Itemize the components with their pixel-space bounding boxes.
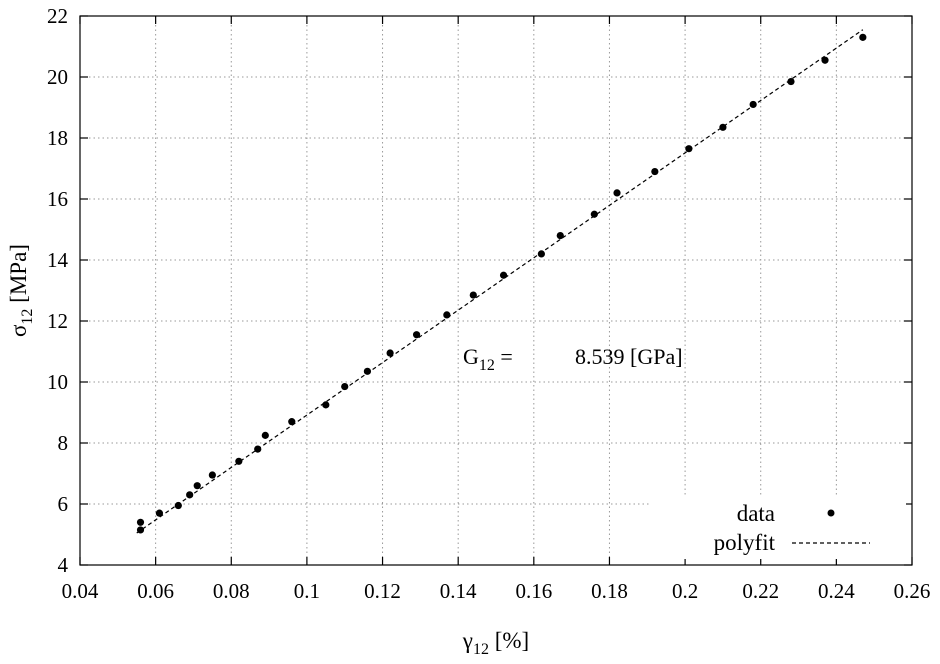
y-tick-label: 10: [47, 370, 68, 394]
y-tick-label: 22: [47, 4, 68, 28]
x-tick-label: 0.12: [364, 579, 401, 603]
data-point: [787, 77, 795, 86]
annotation-subscript: 12: [479, 357, 495, 374]
legend-background: [650, 497, 906, 559]
x-tick-label: 0.06: [137, 579, 174, 603]
legend-marker-data: [827, 509, 835, 517]
data-point: [386, 349, 394, 357]
data-point: [499, 271, 508, 279]
data-point: [155, 509, 164, 517]
annotation-symbol: G: [463, 344, 479, 369]
data-point: [174, 501, 182, 510]
y-tick-label: 16: [47, 187, 68, 211]
data-point: [537, 250, 545, 258]
x-axis-subscript: 12: [473, 641, 489, 658]
y-axis-subscript: 12: [19, 309, 36, 325]
x-tick-label: 0.08: [213, 579, 250, 603]
data-point: [556, 232, 564, 240]
data-point: [613, 189, 621, 197]
x-tick-label: 0.16: [515, 579, 552, 603]
data-point: [443, 311, 451, 319]
x-tick-label: 0.1: [294, 579, 320, 603]
ticks: 0.04 0.06 0.08 0.1 0.12 0.14 0.16 0.18 0.2 0.22 0.…: [47, 4, 930, 603]
y-axis-unit: [MPa]: [6, 244, 31, 309]
data-point: [136, 526, 145, 534]
data-point: [590, 210, 598, 218]
data-point: [288, 418, 296, 426]
legend: data polyfit: [650, 497, 906, 559]
y-tick-label: 6: [58, 492, 69, 516]
x-tick-label: 0.26: [894, 579, 931, 603]
data-point: [821, 56, 829, 64]
data-point: [859, 33, 867, 41]
data-point: [254, 445, 262, 453]
x-axis-label: γ12 [%]: [462, 628, 529, 658]
data-point: [469, 291, 477, 299]
data-point: [719, 123, 727, 131]
legend-label-polyfit: polyfit: [714, 530, 776, 555]
data-point: [186, 491, 194, 499]
data-point: [235, 457, 243, 465]
y-tick-label: 14: [47, 248, 69, 272]
data-point: [341, 382, 349, 391]
plot-frame: [79, 15, 913, 566]
annotation-value: 8.539 [GPa]: [575, 344, 683, 369]
data-point: [363, 367, 372, 375]
data-point: [685, 145, 693, 153]
x-tick-label: 0.18: [591, 579, 628, 603]
data-point: [412, 331, 421, 339]
legend-label-data: data: [737, 501, 775, 526]
y-tick-label: 20: [47, 65, 68, 89]
x-axis-unit: [%]: [489, 628, 529, 653]
y-axis-label: σ12 [MPa]: [6, 244, 36, 337]
y-axis-symbol: σ: [6, 324, 31, 337]
x-tick-label: 0.04: [62, 579, 99, 603]
y-tick-label: 4: [58, 553, 69, 577]
x-tick-label: 0.14: [440, 579, 477, 603]
y-tick-label: 18: [47, 126, 68, 150]
annotation-g12: G12 =: [463, 344, 513, 374]
data-point: [749, 100, 757, 109]
data-point: [322, 401, 330, 409]
data-point: [136, 518, 145, 526]
x-tick-label: 0.2: [672, 579, 698, 603]
series-layer: [136, 29, 867, 534]
y-tick-label: 12: [47, 309, 68, 333]
annotation-equals: =: [495, 344, 513, 369]
x-axis-symbol: γ: [462, 628, 473, 653]
data-point: [208, 471, 216, 479]
y-tick-label: 8: [58, 431, 69, 455]
x-tick-label: 0.22: [742, 579, 779, 603]
data-point: [261, 431, 269, 439]
x-tick-label: 0.24: [818, 579, 855, 603]
data-point: [193, 482, 201, 490]
data-point: [651, 167, 659, 176]
